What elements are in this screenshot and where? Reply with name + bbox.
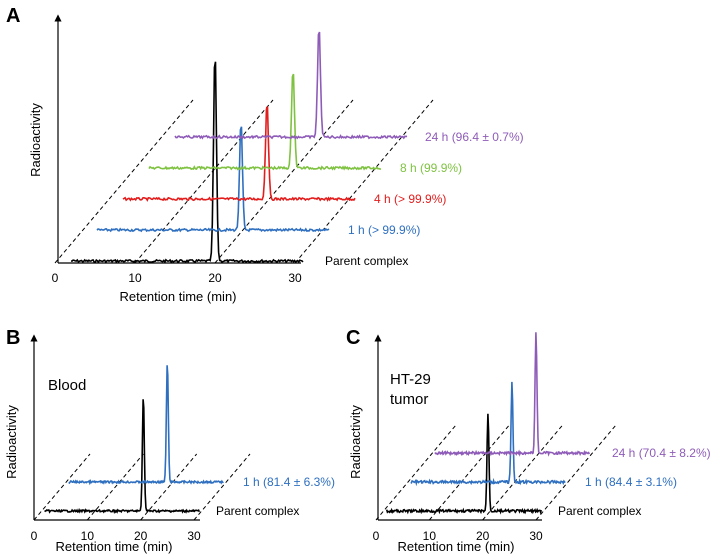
series-label: 24 h (96.4 ± 0.7%) [425, 130, 524, 144]
panel-c-label: C [346, 327, 360, 349]
trace-parent-complex [44, 399, 201, 514]
depth-guide [375, 424, 457, 521]
series-label: Parent complex [325, 254, 408, 268]
series-label: Parent complex [216, 504, 299, 518]
depth-guide [86, 453, 144, 521]
x-axis-title: Retention time (min) [119, 289, 236, 304]
x-tick-label: 20 [208, 271, 222, 285]
depth-guide [54, 99, 194, 264]
trace-1-h [68, 365, 224, 486]
panel-c-annotation-line2: tumor [390, 391, 428, 408]
depth-guide [193, 453, 251, 521]
x-tick-label: 0 [52, 271, 59, 285]
panel-b-annotation: Blood [48, 377, 86, 394]
x-tick-label: 30 [288, 271, 302, 285]
x-axis-title: Retention time (min) [397, 539, 514, 554]
trace-24-h [434, 332, 591, 457]
series-label: 4 h (> 99.9%) [374, 192, 446, 206]
series-label: 1 h (81.4 ± 6.3%) [243, 475, 335, 489]
y-axis-title: Radioactivity [4, 405, 19, 479]
x-tick-label: 10 [128, 271, 142, 285]
panel-a-chart: 0 10 20 30 Retention time (min) Radioactivity… [28, 14, 524, 304]
depth-guide [482, 424, 564, 521]
x-tick-label: 10 [81, 529, 95, 543]
series-label: 1 h (> 99.9%) [348, 223, 420, 237]
panel-a-label: A [6, 5, 20, 27]
trace-8-h [148, 73, 382, 171]
panel-c-chart: 0 10 20 30 Retention time (min) Radioactivity… [348, 332, 711, 554]
trace-parent-complex [385, 413, 543, 515]
trace-1-h [96, 126, 330, 233]
x-tick-label: 20 [476, 529, 490, 543]
depth-guide [294, 99, 434, 264]
x-axis-title: Retention time (min) [55, 539, 172, 554]
x-tick-label: 30 [529, 529, 543, 543]
x-tick-label: 10 [423, 529, 437, 543]
x-tick-label: 0 [31, 529, 38, 543]
y-axis-title: Radioactivity [348, 405, 363, 479]
depth-guide [33, 453, 91, 521]
x-tick-label: 20 [134, 529, 148, 543]
depth-guide [140, 453, 198, 521]
series-label: 24 h (70.4 ± 8.2%) [612, 446, 711, 460]
depth-guide [214, 99, 354, 264]
trace-parent-complex [70, 61, 304, 264]
panel-b-label: B [6, 327, 20, 349]
trace-4-h [122, 106, 356, 202]
series-label: 8 h (99.9%) [400, 161, 462, 175]
y-axis-title: Radioactivity [28, 103, 43, 177]
series-label: 1 h (84.4 ± 3.1%) [585, 475, 677, 489]
trace-24-h [174, 31, 408, 140]
trace-1-h [410, 381, 566, 487]
panel-b-chart: 0 10 20 30 Retention time (min) Radioactivity… [4, 334, 335, 554]
depth-guide [134, 99, 274, 264]
x-tick-label: 0 [373, 529, 380, 543]
series-label: Parent complex [558, 504, 641, 518]
x-tick-label: 30 [187, 529, 201, 543]
panel-c-annotation-line1: HT-29 [390, 371, 431, 388]
depth-guide [428, 424, 510, 521]
